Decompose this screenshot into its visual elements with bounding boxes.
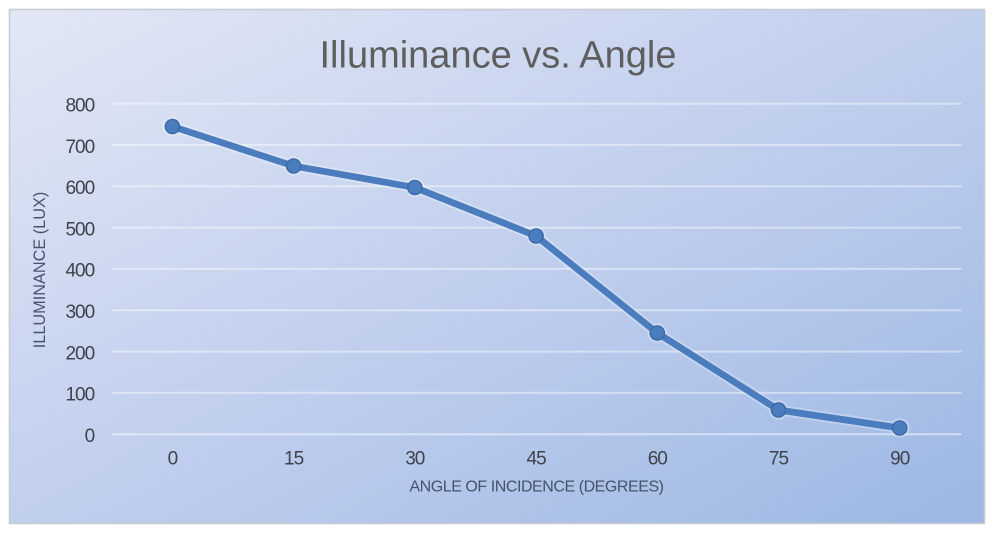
- svg-text:0: 0: [85, 426, 95, 447]
- svg-text:800: 800: [65, 96, 94, 117]
- svg-text:15: 15: [284, 449, 304, 470]
- svg-text:Illuminance vs. Angle: Illuminance vs. Angle: [320, 35, 677, 77]
- svg-text:300: 300: [65, 302, 94, 323]
- svg-text:500: 500: [65, 219, 94, 240]
- svg-text:ILLUMINANCE (LUX): ILLUMINANCE (LUX): [31, 192, 49, 349]
- svg-text:200: 200: [65, 343, 94, 364]
- svg-text:60: 60: [648, 449, 668, 470]
- svg-text:ANGLE OF INCIDENCE (DEGREES): ANGLE OF INCIDENCE (DEGREES): [409, 478, 663, 495]
- svg-text:30: 30: [405, 449, 425, 470]
- svg-text:90: 90: [890, 449, 910, 470]
- svg-text:75: 75: [769, 449, 789, 470]
- svg-text:700: 700: [65, 137, 94, 158]
- svg-text:400: 400: [65, 261, 94, 282]
- svg-text:100: 100: [65, 385, 94, 406]
- svg-text:45: 45: [527, 449, 547, 470]
- svg-text:600: 600: [65, 178, 94, 199]
- svg-text:0: 0: [168, 449, 178, 470]
